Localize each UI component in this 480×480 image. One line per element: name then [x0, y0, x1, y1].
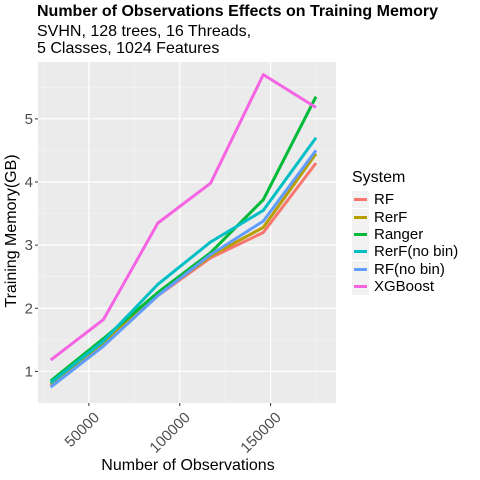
- series-line-rf-no-bin: [49, 149, 318, 389]
- legend-swatch-line: [354, 285, 367, 289]
- legend-label: RF: [374, 191, 394, 209]
- legend-swatch-line: [354, 198, 367, 202]
- legend-items: RF RerF Ranger RerF(no bin) RF(no bin) XGBoos…: [352, 191, 459, 296]
- x-tick-label: 50000: [62, 409, 104, 451]
- legend-swatch-line: [354, 232, 367, 236]
- y-axis-label: Training Memory(GB): [3, 154, 20, 308]
- legend-item-ranger: Ranger: [352, 225, 458, 243]
- legend-swatch-line: [354, 250, 367, 254]
- y-tick-label: 4: [25, 174, 33, 191]
- y-axis: 1 2 3 4 5: [25, 111, 38, 380]
- legend-label: RerF: [374, 208, 408, 226]
- legend-item-xgboost: XGBoost: [352, 278, 458, 296]
- x-tick-label: 100000: [146, 409, 193, 456]
- x-tick-label: 150000: [237, 409, 284, 456]
- legend-swatch-line: [354, 215, 367, 219]
- y-tick-label: 1: [25, 363, 33, 380]
- series-line-xgboost: [49, 73, 317, 362]
- legend-item-rf: RF: [352, 191, 458, 209]
- y-tick-label: 2: [25, 300, 33, 317]
- legend-swatch: [352, 260, 369, 278]
- legend-swatch-line: [354, 267, 367, 271]
- legend-item-rerf: RerF: [352, 208, 458, 226]
- series-line-rerf-no-bin: [49, 136, 318, 384]
- series-lines: [49, 73, 318, 389]
- legend-label: RerF(no bin): [374, 243, 459, 261]
- legend-label: Ranger: [374, 225, 424, 243]
- legend-label: XGBoost: [374, 278, 435, 296]
- legend-swatch: [352, 278, 369, 296]
- grid-major: [38, 62, 336, 403]
- legend-swatch: [352, 243, 369, 261]
- legend-label: RF(no bin): [374, 260, 445, 278]
- legend-item-rerf-no-bin: RerF(no bin): [352, 243, 459, 261]
- legend-swatch: [352, 191, 369, 209]
- legend: System RF RerF Ranger RerF(no bin) RF(no bin…: [352, 169, 459, 296]
- plot-panel: [38, 62, 336, 403]
- chart-title: Number of Observations Effects on Traini…: [37, 3, 438, 20]
- legend-swatch: [352, 225, 369, 243]
- legend-title: System: [352, 169, 406, 186]
- x-axis-label: Number of Observations: [101, 457, 275, 474]
- chart-subtitle: SVHN, 128 trees, 16 Threads, 5 Classes, …: [37, 23, 252, 57]
- x-axis: 50000 100000 150000: [62, 403, 285, 457]
- series-line-ranger: [49, 96, 318, 383]
- y-tick-label: 5: [25, 111, 33, 128]
- legend-item-rf-no-bin: RF(no bin): [352, 260, 458, 278]
- y-tick-label: 3: [25, 237, 33, 254]
- legend-swatch: [352, 208, 369, 226]
